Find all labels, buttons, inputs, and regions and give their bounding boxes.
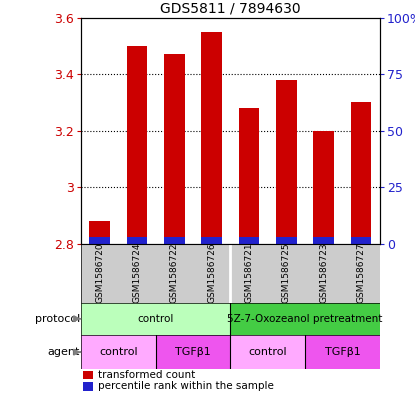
Bar	[201, 237, 222, 244]
Bar	[313, 237, 334, 244]
Text: GSM1586721: GSM1586721	[244, 243, 254, 303]
Text: GSM1586720: GSM1586720	[95, 243, 104, 303]
Bar	[164, 237, 185, 244]
Bar	[127, 237, 147, 244]
Title: GDS5811 / 7894630: GDS5811 / 7894630	[160, 1, 300, 15]
Bar	[351, 103, 371, 244]
Text: transformed count: transformed count	[98, 370, 195, 380]
Text: control: control	[99, 347, 138, 357]
Bar	[127, 46, 147, 244]
Bar	[89, 237, 110, 244]
Bar	[230, 335, 305, 369]
Text: TGFβ1: TGFβ1	[175, 347, 211, 357]
Bar	[164, 54, 185, 244]
Bar	[313, 130, 334, 244]
Text: protocol: protocol	[35, 314, 80, 324]
Bar	[276, 80, 297, 244]
Bar	[81, 303, 230, 335]
Bar	[276, 237, 297, 244]
Bar	[239, 108, 259, 244]
Text: GSM1586724: GSM1586724	[132, 243, 142, 303]
Bar	[305, 335, 380, 369]
Bar	[83, 371, 93, 379]
Bar	[239, 237, 259, 244]
Text: percentile rank within the sample: percentile rank within the sample	[98, 381, 273, 391]
Text: GSM1586726: GSM1586726	[207, 243, 216, 303]
Bar	[89, 221, 110, 244]
Bar	[81, 335, 156, 369]
Bar	[351, 237, 371, 244]
Text: GSM1586727: GSM1586727	[356, 243, 366, 303]
Bar	[230, 303, 380, 335]
Bar	[83, 382, 93, 391]
Text: GSM1586725: GSM1586725	[282, 243, 291, 303]
Bar	[201, 32, 222, 244]
Text: GSM1586722: GSM1586722	[170, 243, 179, 303]
Text: 5Z-7-Oxozeanol pretreatment: 5Z-7-Oxozeanol pretreatment	[227, 314, 383, 324]
Bar	[156, 335, 230, 369]
Text: TGFβ1: TGFβ1	[325, 347, 360, 357]
Text: control: control	[137, 314, 174, 324]
Text: control: control	[248, 347, 287, 357]
Text: GSM1586723: GSM1586723	[319, 243, 328, 303]
Text: agent: agent	[48, 347, 80, 357]
